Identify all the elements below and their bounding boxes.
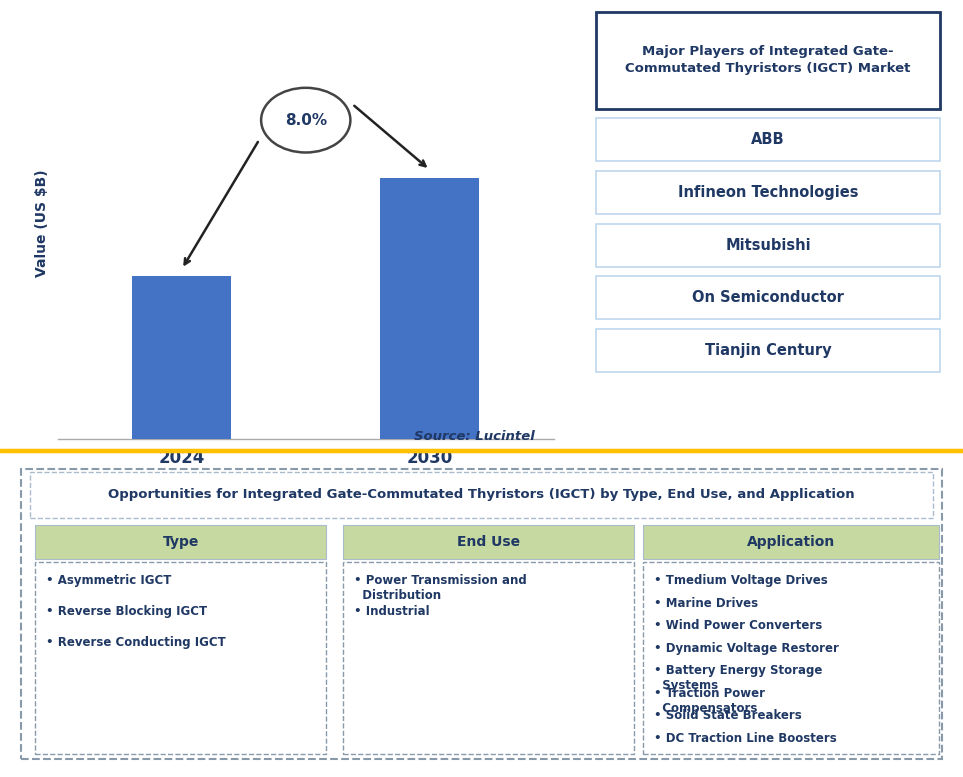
Text: Mitsubishi: Mitsubishi — [725, 238, 811, 253]
FancyBboxPatch shape — [596, 12, 940, 109]
FancyBboxPatch shape — [643, 525, 939, 559]
Text: • Reverse Blocking IGCT: • Reverse Blocking IGCT — [46, 605, 207, 618]
Text: 8.0%: 8.0% — [285, 113, 326, 127]
Text: Application: Application — [747, 535, 835, 549]
Text: • Wind Power Converters: • Wind Power Converters — [655, 619, 822, 632]
FancyBboxPatch shape — [596, 277, 940, 319]
Text: Opportunities for Integrated Gate-Commutated Thyristors (IGCT) by Type, End Use,: Opportunities for Integrated Gate-Commut… — [108, 489, 855, 501]
Text: Major Players of Integrated Gate-
Commutated Thyristors (IGCT) Market: Major Players of Integrated Gate- Commut… — [625, 45, 911, 75]
Text: • Tmedium Voltage Drives: • Tmedium Voltage Drives — [655, 574, 828, 587]
Bar — [132, 276, 231, 439]
Text: • Asymmetric IGCT: • Asymmetric IGCT — [46, 574, 171, 587]
Text: • Dynamic Voltage Restorer: • Dynamic Voltage Restorer — [655, 642, 839, 655]
FancyBboxPatch shape — [643, 563, 939, 754]
Text: • Solid State Breakers: • Solid State Breakers — [655, 709, 802, 723]
FancyBboxPatch shape — [21, 469, 942, 758]
Text: • Marine Drives: • Marine Drives — [655, 597, 759, 609]
FancyBboxPatch shape — [31, 472, 932, 517]
Text: On Semiconductor: On Semiconductor — [692, 291, 844, 305]
Text: Infineon Technologies: Infineon Technologies — [678, 185, 858, 200]
Bar — [380, 178, 480, 439]
Text: Tianjin Century: Tianjin Century — [705, 343, 831, 358]
FancyBboxPatch shape — [35, 525, 326, 559]
Text: • Reverse Conducting IGCT: • Reverse Conducting IGCT — [46, 636, 225, 649]
FancyBboxPatch shape — [35, 563, 326, 754]
FancyBboxPatch shape — [596, 118, 940, 162]
FancyBboxPatch shape — [343, 563, 634, 754]
FancyBboxPatch shape — [343, 525, 634, 559]
Text: • DC Traction Line Boosters: • DC Traction Line Boosters — [655, 732, 837, 745]
FancyBboxPatch shape — [596, 171, 940, 214]
Text: • Traction Power
  Compensators: • Traction Power Compensators — [655, 687, 766, 715]
Text: Source: Lucintel: Source: Lucintel — [414, 430, 534, 443]
FancyBboxPatch shape — [596, 329, 940, 372]
Text: • Industrial: • Industrial — [354, 605, 429, 618]
Text: End Use: End Use — [456, 535, 520, 549]
Text: ABB: ABB — [751, 132, 785, 148]
Text: • Power Transmission and
  Distribution: • Power Transmission and Distribution — [354, 574, 527, 602]
Text: Type: Type — [163, 535, 198, 549]
FancyBboxPatch shape — [596, 224, 940, 267]
Y-axis label: Value (US $B): Value (US $B) — [36, 169, 49, 277]
Text: • Battery Energy Storage
  Systems: • Battery Energy Storage Systems — [655, 664, 822, 692]
